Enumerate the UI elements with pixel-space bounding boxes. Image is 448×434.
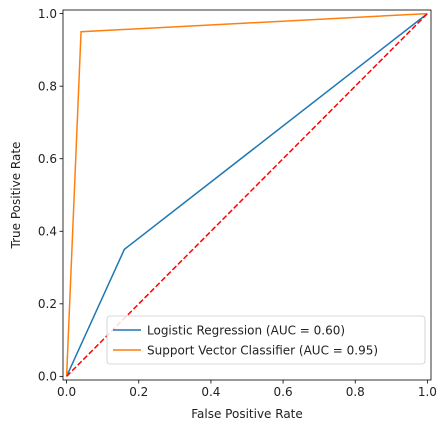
legend: Logistic Regression (AUC = 0.60) Support …: [106, 315, 426, 365]
y-tick-label: 0.0: [38, 370, 57, 384]
series-line-1: [65, 12, 428, 377]
x-tick-label: 0.8: [346, 385, 365, 399]
x-tick-label: 1.0: [418, 385, 437, 399]
y-tick-label: 0.8: [38, 79, 57, 93]
y-tick-label: 0.2: [38, 297, 57, 311]
plot-frame: [62, 9, 432, 381]
x-tick-label: 0.4: [201, 385, 220, 399]
x-tick-label: 0.6: [274, 385, 293, 399]
series-line-2: [66, 13, 428, 377]
legend-entry-0: Logistic Regression (AUC = 0.60): [147, 323, 345, 337]
x-tick-label: 0.0: [57, 385, 76, 399]
y-tick-label: 0.4: [38, 225, 57, 239]
x-axis-ticks: 0.0 0.2 0.4 0.6 0.8 1.0: [57, 380, 437, 399]
y-tick-label: 1.0: [38, 7, 57, 21]
y-axis-label: True Positive Rate: [9, 142, 23, 250]
y-axis-ticks: 0.0 0.2 0.4 0.6 0.8 1.0: [38, 7, 63, 384]
legend-entry-1: Support Vector Classifier (AUC = 0.95): [147, 343, 378, 357]
x-axis-label: False Positive Rate: [191, 407, 303, 421]
y-tick-label: 0.6: [38, 152, 57, 166]
series-line-0: [65, 13, 428, 377]
plot-lines: [65, 12, 428, 377]
x-tick-label: 0.2: [129, 385, 148, 399]
legend-box: [106, 315, 426, 365]
